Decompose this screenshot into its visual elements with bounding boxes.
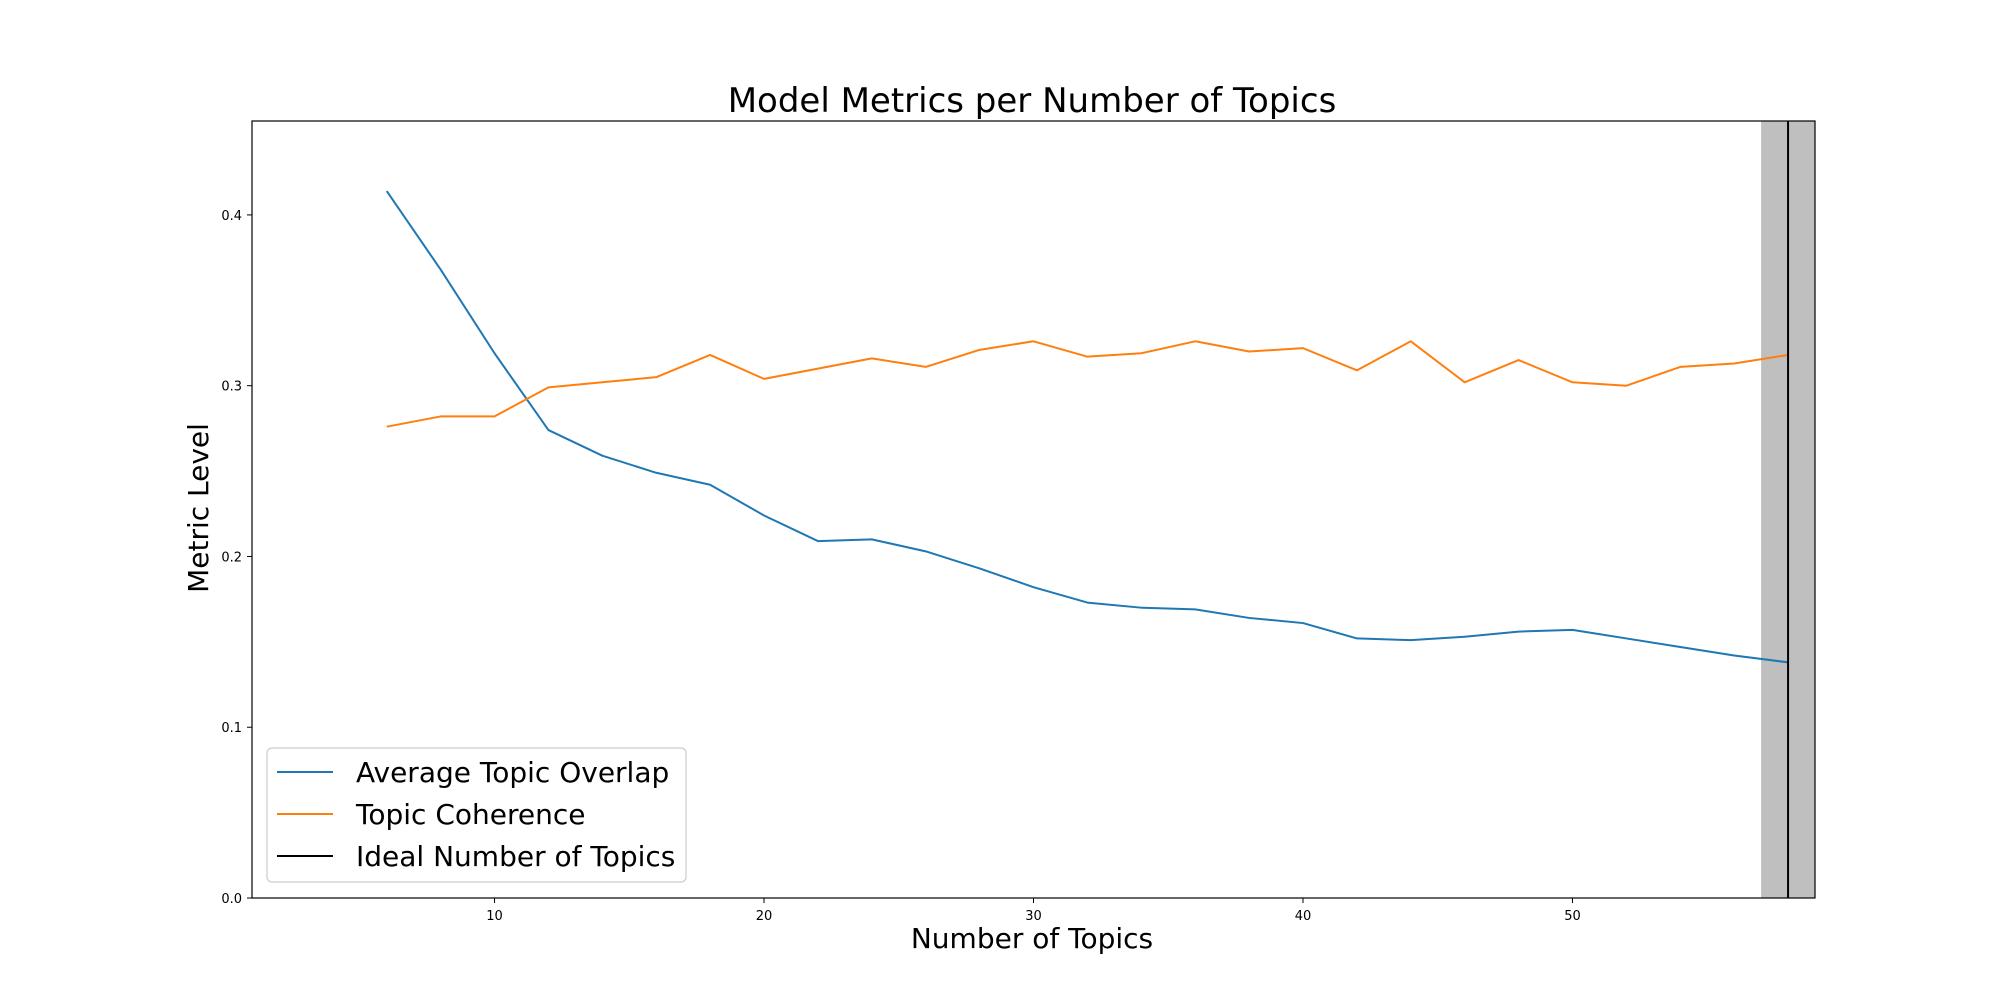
x-tick-label: 40 xyxy=(1295,909,1312,924)
legend-label-ideal-number-of-topics: Ideal Number of Topics xyxy=(356,840,675,873)
y-tick-label: 0.3 xyxy=(221,380,242,395)
x-tick-label: 10 xyxy=(486,909,503,924)
legend-label-topic-coherence: Topic Coherence xyxy=(355,798,585,831)
series-line-average-topic-overlap xyxy=(385,190,1789,664)
x-axis-label: Number of Topics xyxy=(911,922,1153,955)
x-tick-label: 30 xyxy=(1025,909,1042,924)
x-axis-ticks: 10 20 30 40 50 xyxy=(486,898,1581,924)
series-layer xyxy=(385,190,1789,664)
y-tick-label: 0.0 xyxy=(221,892,242,907)
y-tick-label: 0.2 xyxy=(221,550,242,565)
legend: Average Topic Overlap Topic Coherence Id… xyxy=(266,747,687,883)
legend-box xyxy=(266,747,687,883)
y-tick-label: 0.1 xyxy=(221,721,242,736)
y-axis-ticks: 0.0 0.1 0.2 0.3 0.4 xyxy=(221,209,252,907)
x-tick-label: 50 xyxy=(1564,909,1581,924)
chart-title: Model Metrics per Number of Topics xyxy=(728,81,1337,121)
legend-label-average-topic-overlap: Average Topic Overlap xyxy=(356,756,669,789)
y-axis-label: Metric Level xyxy=(182,423,215,593)
series-line-topic-coherence xyxy=(386,340,1789,428)
x-tick-label: 20 xyxy=(756,909,773,924)
y-tick-label: 0.4 xyxy=(221,209,242,224)
